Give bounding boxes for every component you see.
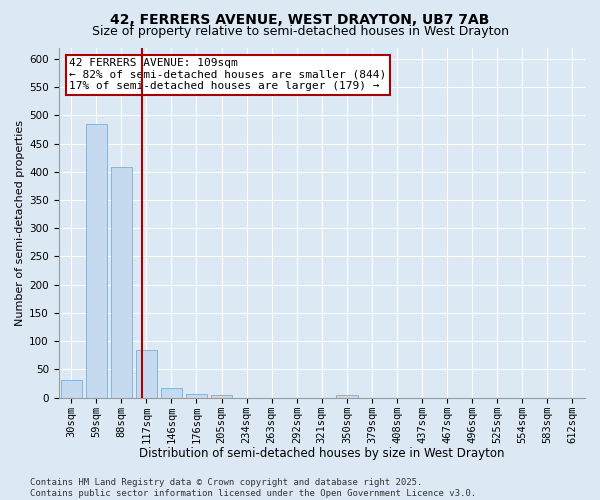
X-axis label: Distribution of semi-detached houses by size in West Drayton: Distribution of semi-detached houses by … — [139, 447, 505, 460]
Y-axis label: Number of semi-detached properties: Number of semi-detached properties — [15, 120, 25, 326]
Text: 42 FERRERS AVENUE: 109sqm
← 82% of semi-detached houses are smaller (844)
17% of: 42 FERRERS AVENUE: 109sqm ← 82% of semi-… — [69, 58, 386, 91]
Bar — [186, 394, 207, 398]
Bar — [211, 395, 232, 398]
Text: Size of property relative to semi-detached houses in West Drayton: Size of property relative to semi-detach… — [91, 25, 509, 38]
Text: Contains HM Land Registry data © Crown copyright and database right 2025.
Contai: Contains HM Land Registry data © Crown c… — [30, 478, 476, 498]
Bar — [161, 388, 182, 398]
Text: 42, FERRERS AVENUE, WEST DRAYTON, UB7 7AB: 42, FERRERS AVENUE, WEST DRAYTON, UB7 7A… — [110, 12, 490, 26]
Bar — [61, 380, 82, 398]
Bar — [86, 124, 107, 398]
Bar — [336, 395, 358, 398]
Bar — [136, 350, 157, 398]
Bar — [110, 167, 132, 398]
